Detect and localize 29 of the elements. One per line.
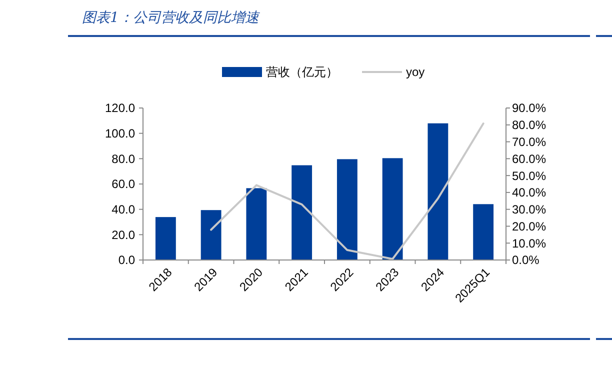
- y2-tick-label: 90.0%: [512, 101, 546, 116]
- y2-tick-label: 50.0%: [512, 168, 546, 183]
- chart-title: 图表1：公司营收及同比增速: [82, 10, 260, 26]
- y2-tick-label: 60.0%: [512, 152, 546, 166]
- bar: [336, 159, 358, 260]
- bar: [428, 123, 448, 260]
- legend-label: yoy: [406, 65, 425, 80]
- bar: [155, 217, 176, 260]
- line-series: [210, 122, 484, 260]
- bar: [200, 210, 222, 260]
- y-tick-label: 20.0: [112, 228, 136, 242]
- y2-tick-label: 80.0%: [512, 118, 546, 132]
- y2-tick-label: 40.0%: [512, 186, 546, 200]
- bar: [292, 165, 312, 260]
- y-tick-label: 100.0: [104, 126, 136, 141]
- bar: [246, 188, 267, 260]
- legend-label: 营收（亿元）: [266, 65, 338, 80]
- y-tick-label: 120.0: [104, 101, 136, 116]
- y2-tick-label: 10.0%: [512, 236, 546, 250]
- bar: [473, 204, 494, 260]
- y-tick-label: 0.0: [118, 253, 136, 268]
- y-tick-label: 60.0: [112, 177, 136, 192]
- y2-tick-label: 0.0%: [512, 253, 540, 268]
- y2-tick-label: 70.0%: [512, 134, 546, 149]
- y-tick-label: 40.0: [112, 202, 136, 217]
- y-tick-label: 80.0: [112, 152, 136, 166]
- y2-tick-label: 20.0%: [512, 219, 546, 234]
- y2-tick-label: 30.0%: [512, 202, 546, 217]
- bar: [382, 158, 403, 260]
